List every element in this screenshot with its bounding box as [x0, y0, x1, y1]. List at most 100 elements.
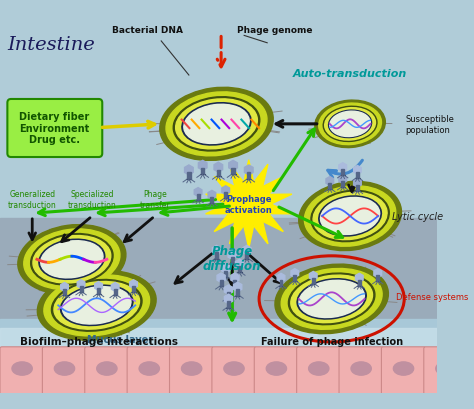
Text: Defense systems: Defense systems: [396, 292, 468, 301]
Polygon shape: [341, 170, 344, 176]
Polygon shape: [358, 280, 361, 286]
Polygon shape: [246, 253, 248, 259]
Polygon shape: [234, 283, 242, 292]
Polygon shape: [280, 280, 283, 286]
Text: Lytic cycle: Lytic cycle: [392, 211, 443, 221]
Polygon shape: [224, 294, 233, 304]
Ellipse shape: [31, 234, 113, 285]
Ellipse shape: [325, 108, 375, 141]
Polygon shape: [247, 173, 250, 180]
Polygon shape: [217, 273, 225, 283]
Polygon shape: [61, 283, 68, 292]
Ellipse shape: [288, 273, 375, 325]
Polygon shape: [356, 173, 359, 179]
Polygon shape: [199, 161, 207, 171]
Polygon shape: [231, 169, 235, 175]
FancyBboxPatch shape: [254, 347, 299, 395]
Ellipse shape: [315, 101, 385, 148]
FancyBboxPatch shape: [382, 347, 426, 395]
Polygon shape: [224, 193, 227, 199]
Polygon shape: [0, 328, 437, 347]
Polygon shape: [356, 274, 363, 283]
Text: Specialized
transduction: Specialized transduction: [68, 190, 117, 209]
Polygon shape: [219, 280, 223, 287]
Polygon shape: [210, 198, 213, 203]
Text: Failure of phage infection: Failure of phage infection: [261, 336, 403, 346]
Text: Bacterial DNA: Bacterial DNA: [112, 25, 183, 34]
Polygon shape: [243, 246, 251, 255]
Ellipse shape: [323, 107, 377, 142]
Polygon shape: [291, 269, 299, 278]
Polygon shape: [376, 276, 379, 281]
Text: Phage
transfer: Phage transfer: [139, 190, 170, 209]
Ellipse shape: [33, 236, 111, 283]
Ellipse shape: [166, 92, 267, 157]
Polygon shape: [341, 182, 344, 188]
Polygon shape: [236, 260, 244, 269]
Polygon shape: [114, 290, 117, 295]
Polygon shape: [238, 267, 241, 273]
FancyBboxPatch shape: [127, 347, 172, 395]
FancyBboxPatch shape: [0, 347, 44, 395]
FancyBboxPatch shape: [212, 347, 256, 395]
Polygon shape: [77, 280, 85, 289]
Polygon shape: [354, 166, 361, 175]
Polygon shape: [224, 271, 227, 277]
Polygon shape: [328, 184, 331, 190]
Ellipse shape: [319, 196, 382, 236]
Ellipse shape: [63, 287, 131, 324]
Polygon shape: [63, 290, 66, 295]
Polygon shape: [374, 269, 382, 278]
Ellipse shape: [39, 240, 105, 280]
FancyBboxPatch shape: [424, 347, 468, 395]
Ellipse shape: [299, 182, 401, 251]
Polygon shape: [208, 191, 216, 200]
Ellipse shape: [184, 105, 249, 144]
Polygon shape: [197, 195, 200, 201]
Ellipse shape: [61, 285, 133, 326]
Text: Susceptible
population: Susceptible population: [405, 115, 454, 134]
Ellipse shape: [182, 103, 251, 146]
Ellipse shape: [54, 282, 139, 329]
Polygon shape: [194, 188, 202, 197]
Text: Generalized
transduction: Generalized transduction: [8, 190, 56, 209]
Polygon shape: [233, 280, 237, 287]
Ellipse shape: [139, 362, 159, 375]
Text: Biofilm–phage interactions: Biofilm–phage interactions: [20, 336, 179, 346]
Ellipse shape: [275, 265, 388, 334]
Polygon shape: [229, 161, 237, 171]
Text: Prophage
activation: Prophage activation: [225, 195, 273, 214]
Polygon shape: [187, 173, 191, 180]
Polygon shape: [310, 272, 317, 281]
Ellipse shape: [24, 229, 120, 290]
Ellipse shape: [41, 241, 103, 278]
Ellipse shape: [52, 280, 142, 331]
Polygon shape: [227, 301, 230, 308]
FancyBboxPatch shape: [297, 347, 341, 395]
Ellipse shape: [281, 269, 382, 330]
Polygon shape: [214, 163, 223, 173]
FancyBboxPatch shape: [8, 100, 102, 157]
FancyBboxPatch shape: [42, 347, 87, 395]
Ellipse shape: [319, 104, 382, 145]
Ellipse shape: [330, 112, 370, 137]
Ellipse shape: [12, 362, 32, 375]
Ellipse shape: [18, 225, 126, 294]
Polygon shape: [222, 264, 230, 274]
Polygon shape: [231, 273, 239, 283]
Ellipse shape: [182, 362, 202, 375]
Polygon shape: [201, 169, 204, 175]
Ellipse shape: [291, 275, 373, 323]
Polygon shape: [224, 285, 233, 294]
Ellipse shape: [313, 193, 387, 240]
Ellipse shape: [224, 362, 244, 375]
FancyBboxPatch shape: [170, 347, 214, 395]
Polygon shape: [277, 274, 285, 283]
Ellipse shape: [436, 362, 456, 375]
Polygon shape: [0, 319, 437, 356]
Polygon shape: [245, 166, 253, 175]
Ellipse shape: [173, 97, 260, 152]
Ellipse shape: [311, 191, 389, 242]
Ellipse shape: [299, 281, 365, 318]
Text: Phage genome: Phage genome: [237, 25, 312, 34]
